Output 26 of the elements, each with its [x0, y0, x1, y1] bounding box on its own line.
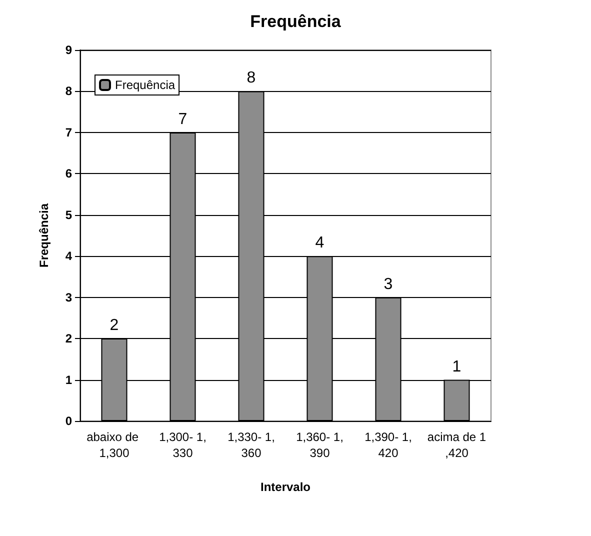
data-label: 4 — [315, 234, 324, 252]
y-axis-title: Frequência — [37, 203, 51, 268]
y-tick-label: 0 — [65, 414, 72, 428]
y-tick-label: 1 — [65, 372, 72, 387]
y-tick-label: 6 — [65, 166, 72, 181]
data-label: 2 — [110, 317, 119, 334]
x-tick-label: acima de 1,420 — [427, 430, 486, 460]
x-tick-label: abaixo de 1,300 — [86, 430, 142, 460]
y-tick-label: 3 — [65, 290, 72, 304]
x-tick-label: 1,360- 1,390 — [296, 430, 344, 460]
y-tick-label: 2 — [65, 332, 72, 346]
y-tick-label: 9 — [65, 43, 72, 57]
y-tick-label: 8 — [65, 84, 72, 98]
legend-label: Frequência — [115, 78, 176, 92]
data-label: 7 — [178, 110, 188, 128]
x-tick-label: 1,300- 1,330 — [159, 430, 206, 460]
x-tick-label: 1,330- 1,360 — [228, 430, 275, 460]
data-label: 1 — [452, 358, 462, 376]
data-label: 3 — [384, 276, 393, 293]
y-tick-label: 5 — [65, 208, 72, 222]
x-axis-title: Intervalo — [260, 480, 311, 494]
y-tick-label: 7 — [65, 125, 72, 140]
x-tick-label: 1,390- 1,420 — [364, 430, 412, 460]
data-label: 8 — [246, 70, 256, 87]
chart-title: Frequência — [250, 12, 342, 31]
y-tick-label: 4 — [65, 249, 72, 264]
